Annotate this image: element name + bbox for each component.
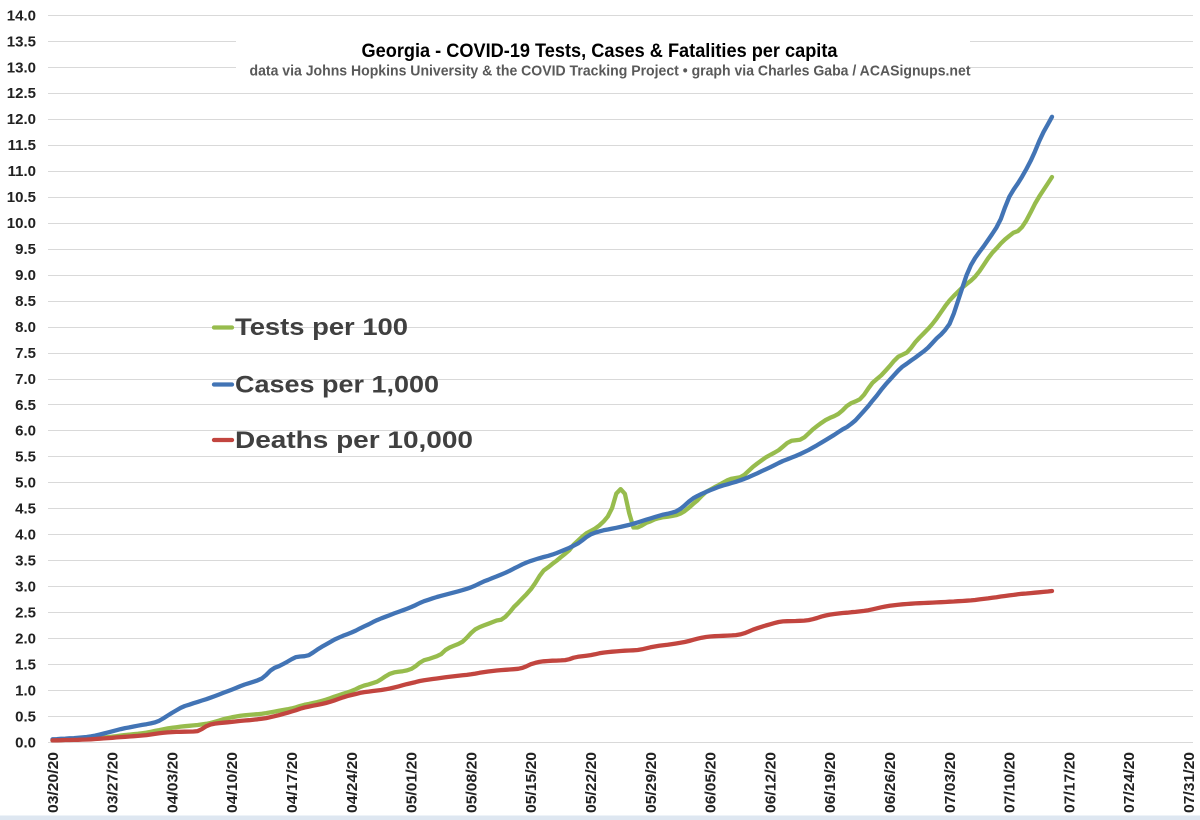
svg-text:4.0: 4.0 bbox=[15, 527, 36, 544]
svg-text:8.0: 8.0 bbox=[15, 319, 36, 336]
svg-text:4.5: 4.5 bbox=[15, 501, 36, 518]
svg-text:05/29/20: 05/29/20 bbox=[643, 752, 660, 813]
svg-text:2.5: 2.5 bbox=[15, 605, 36, 622]
svg-text:07/10/20: 07/10/20 bbox=[1002, 752, 1019, 813]
svg-text:3.0: 3.0 bbox=[15, 579, 36, 596]
svg-text:1.5: 1.5 bbox=[15, 656, 36, 673]
svg-text:05/22/20: 05/22/20 bbox=[583, 752, 600, 813]
svg-text:03/27/20: 03/27/20 bbox=[105, 752, 122, 813]
svg-text:data via Johns Hopkins Univers: data via Johns Hopkins University & the … bbox=[250, 63, 971, 80]
svg-text:14.0: 14.0 bbox=[7, 7, 36, 24]
svg-text:12.5: 12.5 bbox=[7, 85, 36, 102]
svg-text:05/01/20: 05/01/20 bbox=[404, 752, 421, 813]
svg-text:07/17/20: 07/17/20 bbox=[1061, 752, 1078, 813]
svg-text:11.0: 11.0 bbox=[8, 163, 36, 180]
svg-text:07/03/20: 07/03/20 bbox=[942, 752, 959, 813]
svg-text:Tests per 100: Tests per 100 bbox=[235, 314, 408, 341]
svg-text:04/24/20: 04/24/20 bbox=[344, 752, 361, 813]
svg-text:04/17/20: 04/17/20 bbox=[284, 752, 301, 813]
svg-text:7.5: 7.5 bbox=[15, 345, 36, 362]
svg-text:Cases per 1,000: Cases per 1,000 bbox=[235, 372, 439, 399]
svg-text:5.0: 5.0 bbox=[15, 475, 36, 492]
svg-text:07/31/20: 07/31/20 bbox=[1181, 752, 1198, 813]
svg-text:13.5: 13.5 bbox=[7, 33, 36, 50]
svg-text:06/26/20: 06/26/20 bbox=[882, 752, 899, 813]
svg-text:0.5: 0.5 bbox=[15, 708, 36, 725]
svg-text:04/10/20: 04/10/20 bbox=[224, 752, 241, 813]
svg-text:05/08/20: 05/08/20 bbox=[463, 752, 480, 813]
svg-text:04/03/20: 04/03/20 bbox=[164, 752, 181, 813]
svg-text:6.0: 6.0 bbox=[15, 423, 36, 440]
svg-text:10.5: 10.5 bbox=[7, 189, 36, 206]
svg-text:Deaths per 10,000: Deaths per 10,000 bbox=[235, 427, 473, 454]
svg-text:Georgia - COVID-19 Tests, Case: Georgia - COVID-19 Tests, Cases & Fatali… bbox=[362, 41, 838, 62]
svg-text:06/19/20: 06/19/20 bbox=[822, 752, 839, 813]
svg-text:11.5: 11.5 bbox=[8, 137, 36, 154]
svg-text:03/20/20: 03/20/20 bbox=[45, 752, 62, 813]
svg-text:6.5: 6.5 bbox=[15, 397, 36, 414]
svg-text:5.5: 5.5 bbox=[15, 449, 36, 466]
svg-text:13.0: 13.0 bbox=[7, 59, 36, 76]
svg-text:8.5: 8.5 bbox=[15, 293, 36, 310]
svg-text:10.0: 10.0 bbox=[7, 215, 36, 232]
svg-text:9.5: 9.5 bbox=[15, 241, 36, 258]
svg-text:06/12/20: 06/12/20 bbox=[762, 752, 779, 813]
svg-text:0.0: 0.0 bbox=[15, 734, 36, 751]
svg-text:7.0: 7.0 bbox=[15, 371, 36, 388]
svg-text:12.0: 12.0 bbox=[7, 111, 36, 128]
svg-text:3.5: 3.5 bbox=[15, 553, 36, 570]
svg-text:07/24/20: 07/24/20 bbox=[1121, 752, 1138, 813]
svg-text:06/05/20: 06/05/20 bbox=[703, 752, 720, 813]
svg-text:9.0: 9.0 bbox=[15, 267, 36, 284]
svg-text:05/15/20: 05/15/20 bbox=[523, 752, 540, 813]
svg-text:1.0: 1.0 bbox=[15, 682, 36, 699]
svg-text:2.0: 2.0 bbox=[15, 630, 36, 647]
